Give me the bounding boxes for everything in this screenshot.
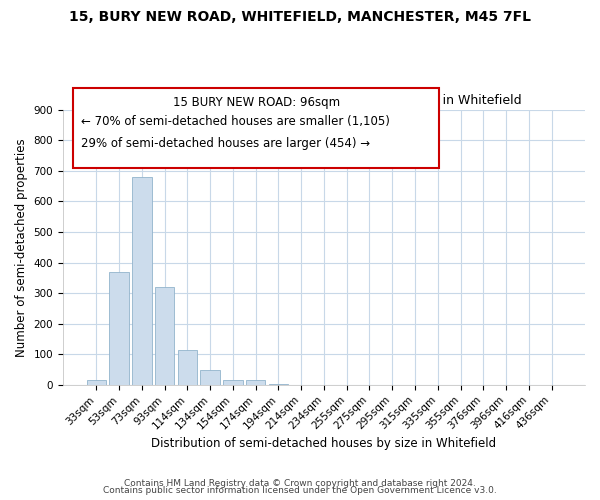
Bar [109,272,129,385]
Bar [132,177,152,385]
Text: Contains public sector information licensed under the Open Government Licence v3: Contains public sector information licen… [103,486,497,495]
Bar [178,350,197,385]
Bar [269,384,288,385]
Text: Contains HM Land Registry data © Crown copyright and database right 2024.: Contains HM Land Registry data © Crown c… [124,478,476,488]
FancyBboxPatch shape [73,88,439,168]
Bar [155,287,174,385]
Text: 15, BURY NEW ROAD, WHITEFIELD, MANCHESTER, M45 7FL: 15, BURY NEW ROAD, WHITEFIELD, MANCHESTE… [69,10,531,24]
Bar [86,380,106,385]
X-axis label: Distribution of semi-detached houses by size in Whitefield: Distribution of semi-detached houses by … [151,437,497,450]
Text: 15 BURY NEW ROAD: 96sqm: 15 BURY NEW ROAD: 96sqm [173,96,340,109]
Text: ← 70% of semi-detached houses are smaller (1,105): ← 70% of semi-detached houses are smalle… [81,116,390,128]
Bar [200,370,220,385]
Title: Size of property relative to semi-detached houses in Whitefield: Size of property relative to semi-detach… [126,94,522,107]
Bar [246,380,265,385]
Y-axis label: Number of semi-detached properties: Number of semi-detached properties [15,138,28,356]
Bar [223,380,242,385]
Text: 29% of semi-detached houses are larger (454) →: 29% of semi-detached houses are larger (… [81,138,370,150]
